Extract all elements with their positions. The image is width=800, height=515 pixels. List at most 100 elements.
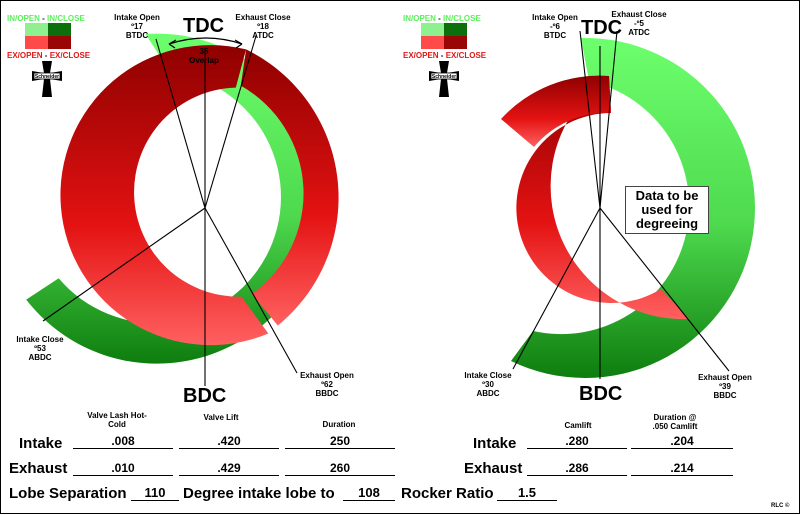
left-legend-intake: IN/OPEN - IN/CLOSE <box>7 14 85 23</box>
left-exhaust-open-title: Exhaust Open <box>300 371 354 380</box>
lobe-separation-label: Lobe Separation <box>9 485 127 502</box>
left-exhaust-ring <box>240 49 339 326</box>
right-exhaust-close-title: Exhaust Close <box>611 10 667 19</box>
left-timing-diagram <box>26 33 339 386</box>
legend-in-close-swatch <box>48 23 71 36</box>
left-exhaust-open-value: º62 <box>321 380 333 389</box>
right-bdc-label: BDC <box>579 383 623 405</box>
right-timing-diagram <box>501 30 756 379</box>
iron-cross-logo-icon: Schneider <box>32 61 62 97</box>
left-exhaust-ring-main <box>60 45 269 346</box>
right-intake-open-value: -º6 <box>549 22 561 31</box>
right-intake-close-value: º30 <box>482 380 494 389</box>
legend-in-close-label: IN/CLOSE <box>443 14 481 23</box>
right-legend-exhaust: EX/OPEN - EX/CLOSE <box>403 51 486 60</box>
legend-in-close-label: IN/CLOSE <box>47 14 85 23</box>
right-intake-open-line <box>579 30 601 209</box>
left-exhaust-label: Exhaust <box>9 460 68 477</box>
right-header-camlift: Camlift <box>564 421 592 430</box>
right-intake-close-ref: ABDC <box>476 389 500 398</box>
right-legend-intake: IN/OPEN - IN/CLOSE <box>403 14 481 23</box>
left-header-duration: Duration <box>322 420 356 429</box>
left-exhaust-close-ref: ATDC <box>252 31 274 40</box>
left-intake-close-value: º53 <box>34 344 46 353</box>
left-intake-lift: .420 <box>179 434 279 449</box>
legend-dash: - <box>438 51 446 60</box>
right-exhaust-open-label: Exhaust Open º39 BBDC <box>693 373 757 400</box>
legend-ex-open-label: EX/OPEN <box>7 51 43 60</box>
left-intake-close-label: Intake Close º53 ABDC <box>9 335 71 362</box>
logo-text: Schneider <box>34 74 60 80</box>
right-exhaust-ring-top <box>501 75 611 147</box>
left-exhaust-open-label: Exhaust Open º62 BBDC <box>295 371 359 398</box>
left-intake-open-label: Intake Open º17 BTDC <box>109 13 165 40</box>
right-exhaust-duration: .214 <box>631 461 733 476</box>
legend-ex-open-swatch <box>25 36 48 49</box>
right-exhaust-close-label: Exhaust Close -º5 ATDC <box>607 10 671 37</box>
left-exhaust-duration: 260 <box>285 461 395 476</box>
left-exhaust-open-line <box>204 207 298 374</box>
logo-text: Schneider <box>431 74 457 80</box>
left-intake-label: Intake <box>19 435 63 452</box>
right-exhaust-open-value: º39 <box>719 382 731 391</box>
right-exhaust-close-line <box>599 30 618 209</box>
right-timing-lines <box>512 30 730 379</box>
right-exhaust-close-value: -º5 <box>633 19 645 28</box>
right-tdc-label: TDC <box>581 17 623 39</box>
left-intake-open-line <box>155 38 206 209</box>
legend-ex-open-swatch <box>421 36 444 49</box>
left-intake-lash: .008 <box>73 434 173 449</box>
left-bdc-label: BDC <box>183 385 227 407</box>
right-intake-duration: .204 <box>631 434 733 449</box>
right-exhaust-label: Exhaust <box>464 460 523 477</box>
right-intake-close-label: Intake Close º30 ABDC <box>457 371 519 398</box>
left-intake-close-ref: ABDC <box>28 353 52 362</box>
right-exhaust-camlift: .286 <box>527 461 627 476</box>
right-exhaust-open-ref: BBDC <box>713 391 737 400</box>
right-intake-open-ref: BTDC <box>543 31 567 40</box>
left-exhaust-lift: .429 <box>179 461 279 476</box>
legend-in-open-swatch <box>421 23 444 36</box>
left-intake-close-line <box>42 207 206 322</box>
right-intake-ring <box>511 37 756 378</box>
left-intake-open-value: º17 <box>131 22 143 31</box>
left-header-lift: Valve Lift <box>203 413 239 422</box>
legend-ex-close-label: EX/CLOSE <box>445 51 487 60</box>
right-exhaust-open-line <box>599 207 730 372</box>
legend-dash: - <box>435 14 444 23</box>
right-exhaust-close-ref: ATDC <box>628 28 650 37</box>
legend-ex-close-label: EX/CLOSE <box>49 51 91 60</box>
right-intake-open-label: Intake Open -º6 BTDC <box>527 13 583 40</box>
left-timing-lines <box>42 35 298 386</box>
left-exhaust-close-value: º18 <box>257 22 269 31</box>
legend-in-open-swatch <box>25 23 48 36</box>
rocker-ratio-label: Rocker Ratio <box>401 485 494 502</box>
left-overlap-value: 35 <box>199 47 209 56</box>
left-exhaust-lash: .010 <box>73 461 173 476</box>
right-intake-close-title: Intake Close <box>464 371 512 380</box>
intake-lobe-label: Degree intake lobe to <box>183 485 335 502</box>
left-intake-open-ref: BTDC <box>125 31 149 40</box>
left-overlap-arrow <box>168 37 243 49</box>
rocker-ratio-value: 1.5 <box>497 486 557 501</box>
left-intake-duration: 250 <box>285 434 395 449</box>
right-intake-camlift: .280 <box>527 434 627 449</box>
legend-ex-open-label: EX/OPEN <box>403 51 439 60</box>
left-legend-exhaust: EX/OPEN - EX/CLOSE <box>7 51 90 60</box>
left-exhaust-close-line <box>204 35 257 209</box>
left-exhaust-close-label: Exhaust Close º18 ATDC <box>231 13 295 40</box>
right-exhaust-ring-main <box>516 76 689 320</box>
left-header-lash: Valve Lash Hot-Cold <box>87 411 147 429</box>
left-intake-open-title: Intake Open <box>114 13 160 22</box>
left-overlap-label: 35 Overlap <box>181 47 227 65</box>
right-intake-label: Intake <box>473 435 517 452</box>
right-exhaust-open-title: Exhaust Open <box>698 373 752 382</box>
legend-ex-close-swatch <box>444 36 467 49</box>
legend-dash: - <box>39 14 48 23</box>
legend-in-close-swatch <box>444 23 467 36</box>
credit-text: RLC © <box>771 503 790 509</box>
left-tdc-label: TDC <box>183 15 225 37</box>
legend-ex-close-swatch <box>48 36 71 49</box>
